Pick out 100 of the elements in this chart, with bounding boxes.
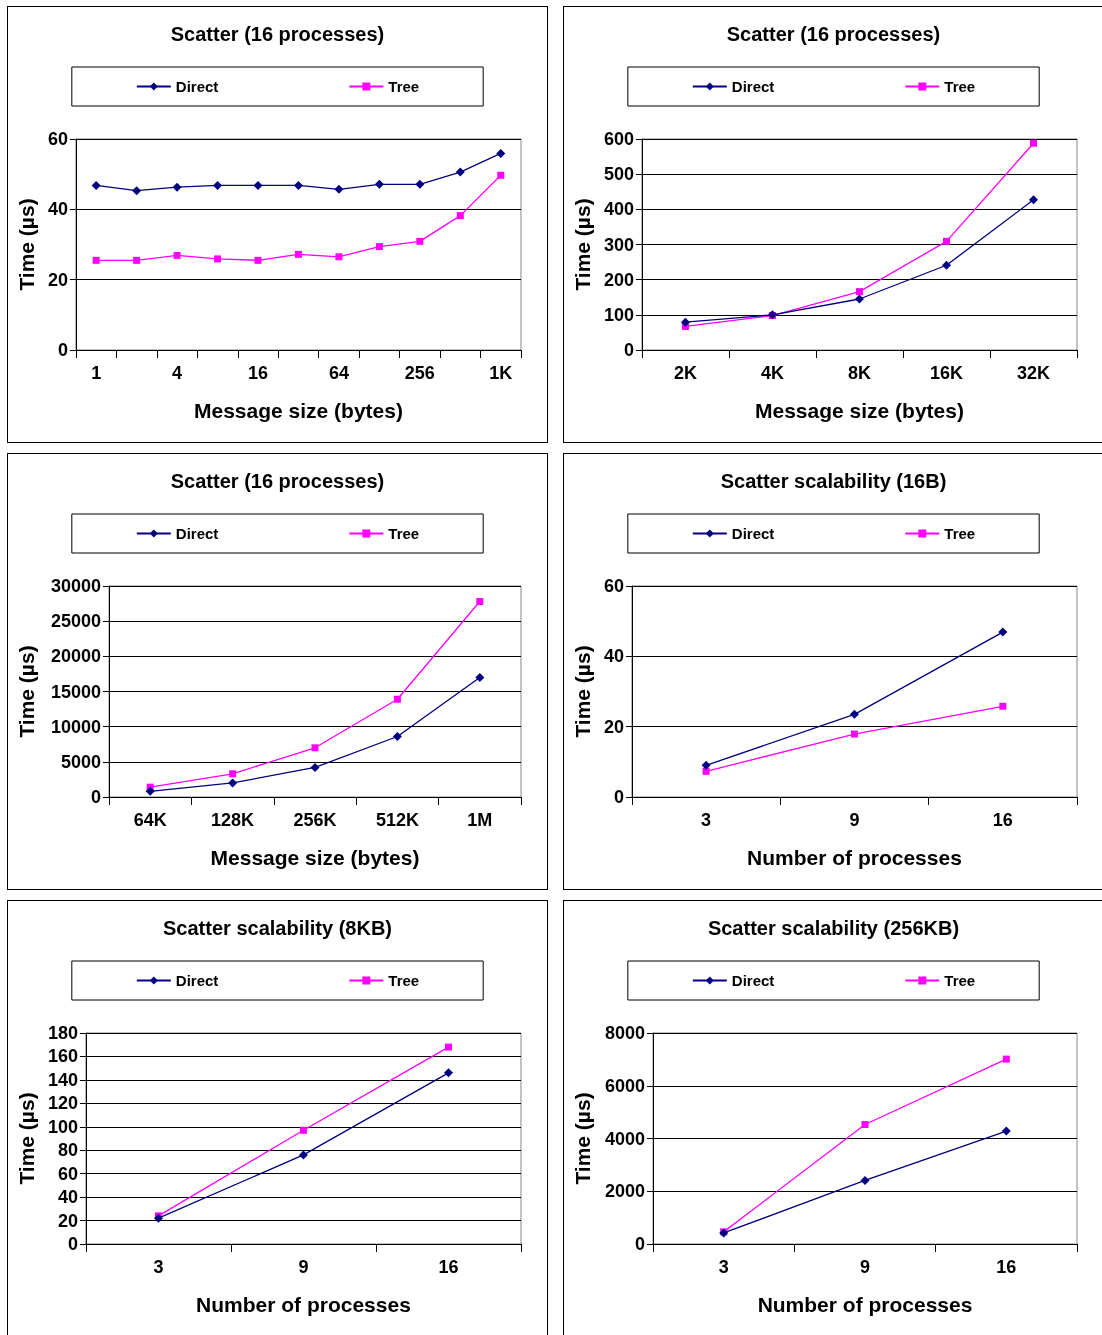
y-tick-label: 8000 — [604, 1023, 645, 1043]
x-tick-label: 16K — [929, 363, 963, 383]
point — [392, 732, 402, 742]
point — [393, 695, 401, 703]
y-tick-label: 40 — [603, 646, 624, 667]
x-tick-label: 4K — [760, 363, 784, 383]
point — [92, 256, 100, 264]
x-axis-title: Message size (bytes) — [210, 846, 420, 869]
point — [310, 762, 320, 772]
chart-title: Scatter scalability (8KB) — [163, 917, 392, 939]
legend-label: Tree — [388, 972, 420, 989]
y-tick-label: 200 — [603, 269, 634, 290]
legend-label: Tree — [388, 78, 420, 95]
y-tick-label: 10000 — [50, 716, 101, 737]
y-tick-label: 40 — [47, 199, 68, 220]
point — [228, 778, 238, 788]
y-tick-label: 0 — [634, 1234, 645, 1254]
y-axis-title: Time (µs) — [15, 645, 38, 738]
y-axis-title: Time (µs) — [15, 1092, 38, 1185]
point — [455, 167, 465, 177]
point — [1002, 1055, 1010, 1063]
x-tick-label: 2K — [673, 363, 697, 383]
x-tick-label: 512K — [375, 810, 419, 830]
y-axis-title: Time (µs) — [571, 645, 594, 738]
y-tick-label: 60 — [57, 1163, 78, 1184]
y-tick-label: 20 — [603, 716, 624, 737]
x-tick-label: 1M — [467, 810, 493, 830]
y-tick-label: 180 — [47, 1023, 78, 1043]
y-tick-label: 15000 — [50, 681, 101, 702]
y-tick-label: 4000 — [604, 1128, 645, 1149]
x-axis-title: Message size (bytes) — [755, 399, 964, 422]
legend-label: Tree — [944, 78, 976, 95]
point — [214, 255, 222, 263]
point — [91, 180, 101, 190]
y-tick-label: 400 — [603, 199, 634, 220]
point — [701, 760, 711, 770]
point — [444, 1043, 452, 1051]
x-tick-label: 64K — [133, 810, 167, 830]
point — [293, 180, 303, 190]
y-tick-label: 300 — [603, 234, 634, 255]
x-tick-label: 1 — [91, 363, 102, 383]
x-tick-label: 16 — [992, 810, 1013, 830]
x-axis-title: Number of processes — [747, 846, 962, 869]
y-tick-label: 120 — [47, 1093, 78, 1114]
legend-label: Direct — [731, 78, 775, 95]
y-tick-label: 600 — [603, 129, 634, 149]
legend-label: Tree — [944, 525, 976, 542]
x-tick-label: 16 — [996, 1257, 1017, 1277]
x-axis-title: Number of processes — [757, 1293, 973, 1316]
y-tick-label: 5000 — [60, 751, 101, 772]
point — [311, 744, 319, 752]
point — [496, 148, 506, 158]
x-tick-label: 9 — [849, 810, 860, 830]
point — [133, 256, 141, 264]
point — [443, 1068, 453, 1078]
point — [849, 709, 859, 719]
x-tick-label: 3 — [718, 1257, 729, 1277]
point — [132, 186, 142, 196]
x-tick-label: 3 — [701, 810, 712, 830]
legend-label: Tree — [388, 525, 420, 542]
chart-title: Scatter scalability (256KB) — [707, 917, 960, 939]
point — [1001, 1126, 1011, 1136]
point — [941, 260, 951, 270]
point — [999, 702, 1007, 710]
legend-label: Direct — [175, 525, 219, 542]
y-tick-label: 140 — [47, 1069, 78, 1090]
x-tick-label: 4 — [172, 363, 183, 383]
point — [213, 180, 223, 190]
x-tick-label: 64 — [328, 363, 349, 383]
x-tick-label: 256K — [293, 810, 337, 830]
x-axis-title: Message size (bytes) — [193, 399, 403, 422]
y-tick-label: 0 — [623, 340, 634, 360]
chart-title: Scatter scalability (16B) — [720, 470, 947, 492]
y-tick-label: 80 — [57, 1140, 78, 1161]
x-tick-label: 3 — [153, 1257, 164, 1277]
point — [374, 179, 384, 189]
point — [173, 251, 181, 259]
x-tick-label: 16 — [247, 363, 269, 383]
legend-label: Direct — [175, 78, 219, 95]
point — [680, 317, 690, 327]
x-tick-label: 256 — [404, 363, 435, 383]
point — [172, 182, 182, 192]
x-tick-label: 9 — [298, 1257, 309, 1277]
legend-label: Direct — [731, 525, 775, 542]
y-tick-label: 2000 — [604, 1181, 645, 1202]
x-axis-title: Number of processes — [196, 1293, 411, 1316]
legend-label: Direct — [731, 972, 775, 989]
y-tick-label: 6000 — [604, 1075, 645, 1096]
point — [850, 730, 858, 738]
y-tick-label: 0 — [613, 787, 624, 807]
x-tick-label: 16 — [438, 1257, 459, 1277]
point — [415, 179, 425, 189]
point — [702, 767, 710, 775]
y-tick-label: 60 — [603, 576, 624, 596]
point — [854, 294, 864, 304]
y-axis-title: Time (µs) — [571, 1092, 594, 1185]
x-tick-label: 8K — [847, 363, 871, 383]
point — [416, 237, 424, 245]
point — [855, 288, 863, 296]
y-tick-label: 20 — [47, 269, 68, 290]
